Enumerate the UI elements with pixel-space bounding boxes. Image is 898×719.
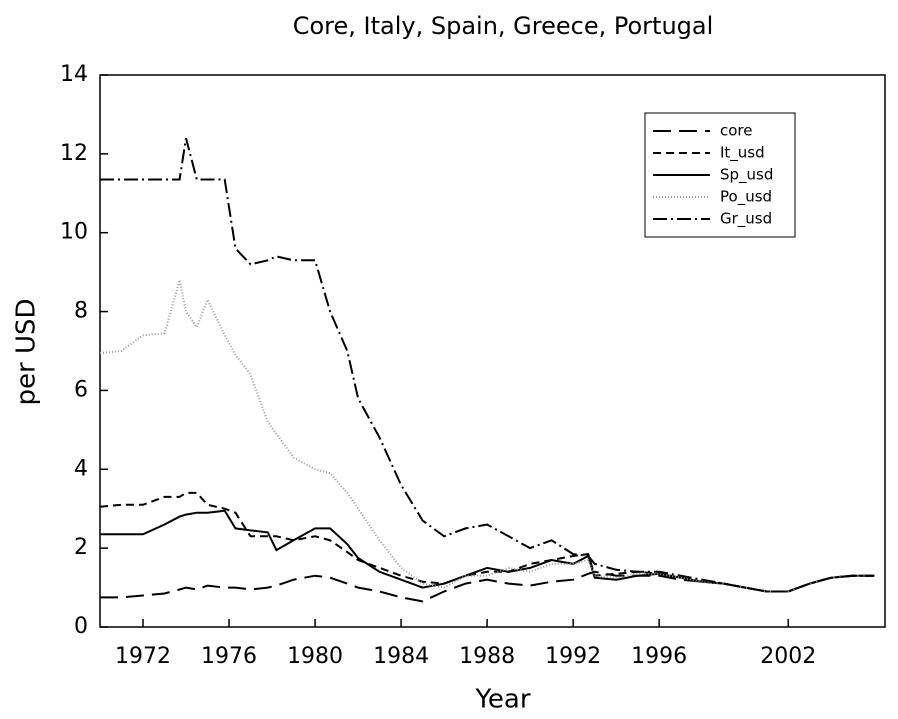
legend-label: It_usd — [720, 144, 765, 163]
y-axis-label: per USD — [12, 298, 42, 405]
series-line — [99, 491, 875, 593]
plot-frame — [99, 74, 886, 628]
y-tick-label: 12 — [60, 141, 88, 166]
chart-title: Core, Italy, Spain, Greece, Portugal — [293, 12, 714, 40]
legend-label: Gr_usd — [720, 210, 772, 229]
x-tick-label: 1984 — [373, 644, 429, 669]
x-tick-label: 1988 — [459, 644, 515, 669]
x-tick-label: 1972 — [115, 644, 171, 669]
legend-label: core — [720, 122, 753, 140]
y-tick-label: 0 — [74, 614, 88, 639]
series-line — [100, 137, 875, 593]
x-axis-label: Year — [474, 685, 530, 715]
legend-label: Sp_usd — [720, 166, 773, 185]
y-tick-label: 6 — [74, 377, 88, 402]
legend-label: Po_usd — [720, 188, 772, 207]
x-tick-label: 1992 — [545, 644, 601, 669]
x-tick-label: 2002 — [760, 644, 816, 669]
x-tick-label: 1976 — [201, 644, 257, 669]
series-line — [100, 509, 875, 593]
x-tick-label: 1996 — [631, 644, 687, 669]
y-tick-label: 10 — [60, 220, 88, 245]
series-line — [100, 570, 875, 603]
y-tick-label: 4 — [74, 456, 88, 481]
x-tick-label: 1980 — [287, 644, 343, 669]
y-tick-label: 14 — [60, 62, 88, 87]
y-tick-label: 8 — [74, 299, 88, 324]
series-line — [99, 279, 875, 593]
y-tick-label: 2 — [74, 535, 88, 560]
